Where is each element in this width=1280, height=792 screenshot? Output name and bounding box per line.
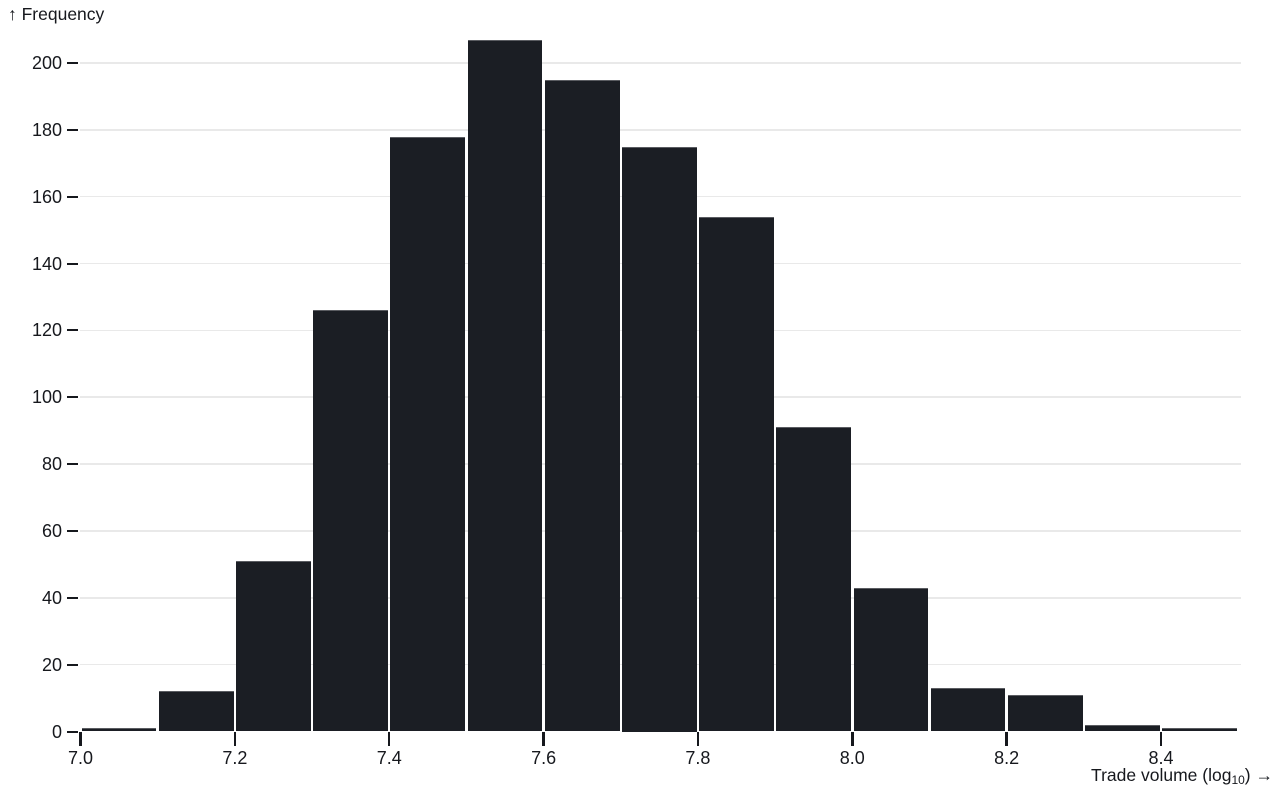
histogram-bar: [158, 691, 234, 732]
histogram-bar: [1085, 724, 1160, 732]
histogram-bar: [621, 146, 697, 732]
y-tick-label: 140: [31, 253, 62, 274]
y-tick-label: 180: [31, 119, 62, 140]
histogram-bar: [930, 688, 1006, 732]
y-tick-mark: [67, 463, 78, 466]
x-tick-mark: [542, 731, 545, 746]
y-tick-mark: [67, 195, 78, 198]
x-axis-title-suffix: ) →: [1244, 765, 1273, 785]
histogram-bar: [467, 39, 543, 732]
x-tick-mark: [1005, 731, 1008, 746]
x-axis-title-subscript: 10: [1231, 773, 1245, 787]
histogram-bar: [1007, 694, 1083, 732]
y-tick-label: 120: [31, 320, 62, 341]
histogram-bar: [1162, 728, 1237, 732]
x-tick-label: 8.4: [1148, 747, 1174, 768]
y-tick-mark: [67, 62, 78, 64]
y-tick-label: 60: [41, 520, 62, 541]
y-tick-mark: [67, 663, 78, 666]
x-tick-label: 8.0: [839, 747, 865, 768]
y-tick-label: 20: [41, 654, 62, 675]
x-tick-label: 7.8: [685, 747, 711, 768]
histogram-bar: [313, 310, 388, 732]
y-tick-mark: [67, 128, 78, 131]
y-tick-mark: [67, 730, 78, 733]
x-tick-mark: [851, 731, 854, 746]
x-tick-label: 8.2: [994, 747, 1020, 768]
y-tick-mark: [67, 262, 78, 265]
y-tick-label: 160: [31, 186, 62, 207]
y-tick-label: 40: [41, 587, 62, 608]
y-tick-mark: [67, 529, 78, 532]
y-axis-title: ↑ Frequency: [8, 4, 105, 24]
y-tick-label: 0: [51, 721, 62, 742]
x-tick-mark: [1159, 731, 1163, 746]
x-tick-mark: [696, 731, 700, 746]
x-tick-mark: [233, 731, 237, 746]
histogram-bar: [236, 561, 311, 732]
y-tick-mark: [67, 329, 78, 332]
x-tick-label: 7.2: [222, 747, 248, 768]
histogram-bar: [776, 427, 852, 732]
y-gridline: [80, 129, 1241, 131]
histogram-bar: [853, 587, 929, 732]
histogram-bar: [390, 136, 466, 732]
x-tick-mark: [79, 731, 82, 746]
y-tick-mark: [67, 396, 78, 399]
y-tick-mark: [67, 596, 78, 599]
y-tick-label: 200: [31, 53, 62, 73]
y-tick-label: 100: [31, 387, 62, 408]
histogram-bar: [81, 728, 157, 732]
histogram-bar: [699, 216, 774, 732]
x-tick-mark: [387, 731, 391, 746]
x-tick-label: 7.4: [376, 747, 402, 768]
histogram-bar: [544, 79, 620, 732]
x-tick-label: 7.0: [67, 747, 94, 768]
x-axis-title-text: Trade volume (log: [1091, 765, 1232, 785]
y-tick-label: 80: [41, 454, 62, 475]
x-tick-label: 7.6: [531, 747, 557, 768]
x-axis-title: Trade volume (log10) →: [1091, 765, 1273, 787]
y-gridline: [80, 62, 1241, 64]
